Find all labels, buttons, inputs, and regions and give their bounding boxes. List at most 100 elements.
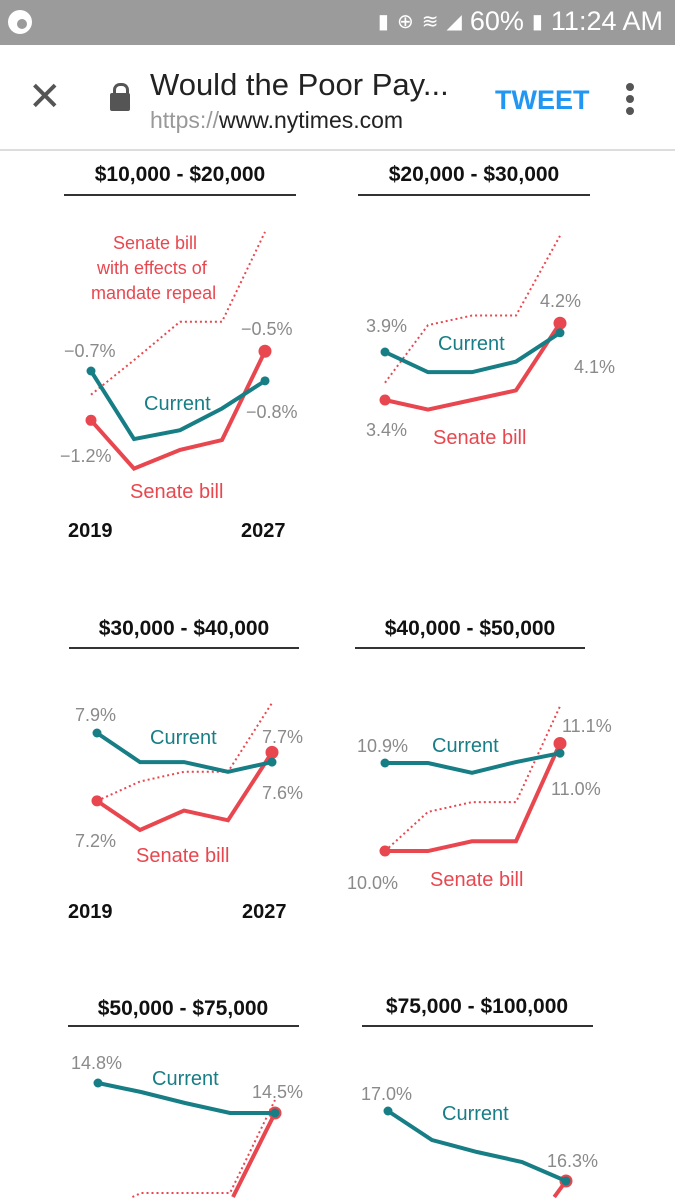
series-line-repeal [384, 235, 561, 384]
panel-title: $40,000 - $50,000 [384, 617, 556, 640]
current-point [267, 757, 277, 767]
value-label: 7.6% [262, 783, 304, 803]
series-label-current: Current [442, 1103, 509, 1125]
year-label: 2027 [242, 901, 287, 923]
battery-saver-icon: ▮ [377, 11, 389, 33]
series-label-current: Current [150, 727, 217, 749]
series-line-senate [385, 742, 562, 854]
repeal-label: mandate repeal [91, 283, 217, 303]
current-point [555, 748, 565, 758]
series-label-senate: Senate bill [136, 845, 230, 867]
year-label: 2027 [241, 520, 286, 542]
value-label: 16.3% [547, 1151, 599, 1171]
senate-point [91, 795, 103, 807]
value-label: 11.1% [562, 716, 612, 736]
panel-title: $30,000 - $40,000 [98, 617, 270, 640]
year-label: 2019 [68, 901, 113, 923]
custom-tab-toolbar: ✕ Would the Poor Pay... https://www.nyti… [0, 45, 675, 151]
more-vert-icon[interactable] [626, 83, 634, 119]
value-label: 4.2% [540, 291, 582, 311]
value-label: −1.2% [60, 446, 112, 466]
value-label: 3.4% [366, 420, 408, 440]
value-label: 3.9% [366, 316, 408, 336]
url-host: www.nytimes.com [219, 107, 404, 133]
series-line-senate [384, 322, 562, 412]
status-bar: ▮ ⊕ ≋ ◢ 60% ▮ 11:24 AM [0, 0, 675, 45]
series-line-current [89, 369, 267, 442]
panel-title: $50,000 - $75,000 [97, 997, 269, 1020]
senate-point [553, 736, 567, 750]
year-label: 2019 [68, 520, 113, 542]
value-label: 7.2% [75, 831, 117, 851]
senate-point [85, 414, 97, 426]
series-label-senate: Senate bill [430, 869, 524, 891]
series-line-senate [231, 1112, 277, 1198]
series-line-current [97, 1081, 275, 1115]
series-line-repeal [131, 1099, 276, 1198]
value-label: 7.7% [262, 727, 304, 747]
series-line-repeal [384, 705, 561, 852]
series-label-current: Current [144, 393, 211, 415]
series-line-repeal [96, 702, 273, 802]
series-label-current: Current [432, 735, 499, 757]
battery-icon: ▮ [531, 11, 543, 33]
series-line-current [385, 751, 561, 775]
page-url: https://www.nytimes.com [150, 107, 403, 134]
current-point [270, 1108, 280, 1118]
panel-title: $10,000 - $20,000 [94, 163, 266, 186]
value-label: −0.7% [64, 341, 116, 361]
senate-point [379, 845, 391, 857]
lock-icon[interactable] [110, 83, 130, 111]
current-point [92, 728, 102, 738]
url-scheme: https:// [150, 107, 220, 133]
value-label: 11.0% [551, 779, 601, 799]
series-line-senate [89, 350, 267, 471]
divider [355, 647, 585, 649]
wifi-icon: ≋ [421, 11, 439, 33]
current-point [86, 366, 96, 376]
current-point [93, 1078, 103, 1088]
value-label: 14.8% [71, 1053, 123, 1073]
senate-point [379, 394, 391, 406]
repeal-label: with effects of [97, 258, 207, 278]
series-label-senate: Senate bill [130, 481, 224, 503]
series-line-senate [95, 751, 274, 833]
senate-point [553, 316, 567, 330]
current-point [380, 347, 390, 357]
series-line-current [384, 331, 562, 375]
current-point [383, 1106, 393, 1116]
value-label: −0.5% [241, 319, 293, 339]
divider [362, 1025, 593, 1027]
page-title: Would the Poor Pay... [150, 67, 449, 102]
senate-point [258, 344, 272, 358]
divider [64, 194, 296, 196]
panel-title: $20,000 - $30,000 [388, 163, 560, 186]
current-point [380, 758, 390, 768]
current-point [561, 1176, 571, 1186]
series-label-current: Current [438, 333, 505, 355]
value-label: 7.9% [75, 705, 117, 725]
current-point [260, 376, 270, 386]
value-label: 10.9% [357, 736, 409, 756]
divider [68, 1025, 299, 1027]
current-point [555, 328, 565, 338]
senate-point [265, 745, 279, 759]
series-label-senate: Senate bill [433, 427, 527, 449]
value-label: 10.0% [347, 873, 399, 893]
chrome-icon [8, 10, 32, 34]
panel-title: $75,000 - $100,000 [385, 995, 569, 1018]
repeal-label: Senate bill [113, 233, 198, 253]
signal-icon: ◢ [446, 11, 462, 33]
series-line-current [386, 1109, 567, 1183]
value-label: 4.1% [574, 357, 616, 377]
divider [69, 647, 299, 649]
battery-percent: 60% [469, 6, 524, 36]
tweet-button[interactable]: TWEET [495, 85, 590, 115]
value-label: −0.8% [246, 402, 298, 422]
close-icon[interactable]: ✕ [28, 75, 62, 119]
clock: 11:24 AM [550, 6, 663, 36]
divider [358, 194, 590, 196]
series-line-repeal [90, 231, 266, 396]
